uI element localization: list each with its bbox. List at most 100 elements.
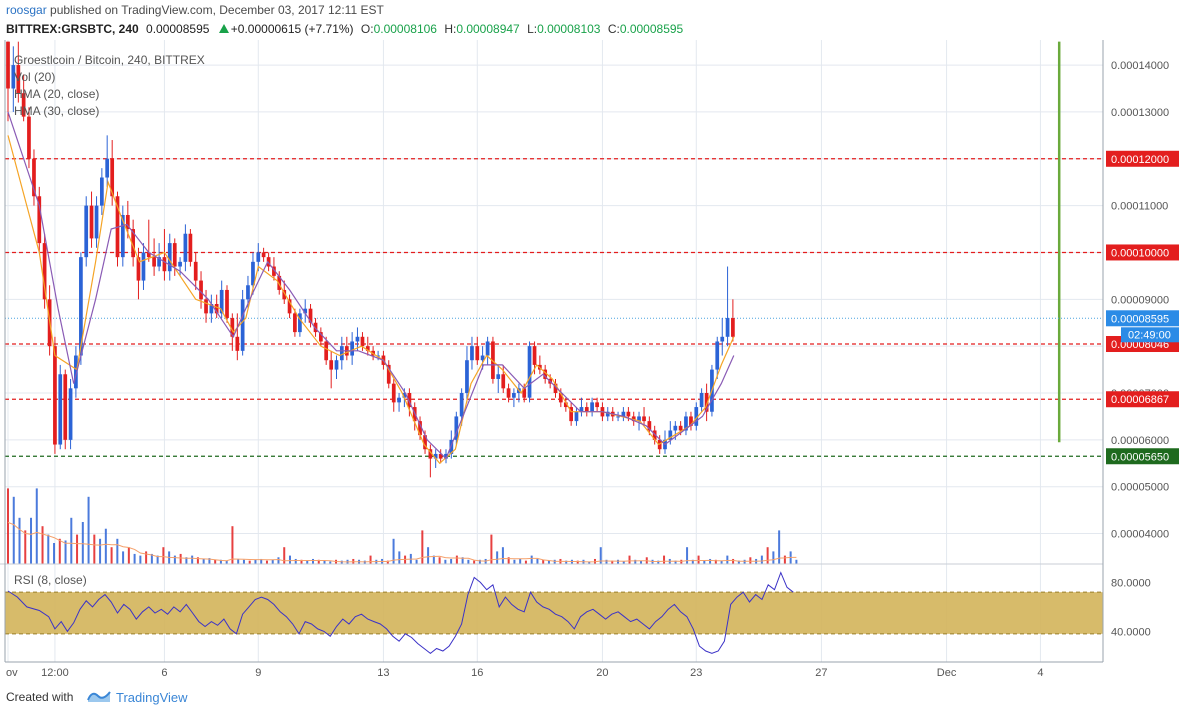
volume-bar	[427, 547, 430, 564]
volume-bar	[260, 558, 263, 564]
level-label-box	[1106, 448, 1179, 465]
volume-bar	[99, 538, 102, 564]
candle-body	[225, 289, 229, 319]
author-link[interactable]: roosgar	[6, 3, 47, 17]
legend-vol: Vol (20)	[14, 70, 56, 84]
volume-bar	[87, 496, 90, 564]
volume-bar	[265, 560, 268, 564]
volume-bar	[749, 557, 752, 564]
candle-body	[605, 411, 610, 417]
candle-body	[131, 229, 136, 258]
volume-bar	[450, 558, 453, 564]
volume-bar	[156, 555, 159, 564]
candle-body	[141, 252, 146, 281]
rsi-line	[7, 571, 794, 655]
level-label: 0.00006867	[1111, 394, 1169, 406]
volume-bar	[312, 558, 315, 564]
candle-body	[428, 449, 433, 459]
volume-bar	[283, 547, 286, 564]
candle-body	[689, 416, 693, 426]
y-tick-label: 0.00006000	[1111, 435, 1169, 447]
volume-bar	[565, 560, 568, 564]
candle-body	[334, 360, 339, 370]
candle-body	[209, 304, 214, 314]
volume-bar	[553, 559, 556, 564]
candle-body	[621, 411, 626, 417]
volume-bar	[306, 560, 309, 564]
volume-bar	[478, 559, 481, 564]
volume-bar	[611, 560, 614, 564]
volume-bar	[196, 557, 199, 564]
candle-body	[188, 233, 193, 262]
candle-body	[152, 257, 156, 267]
candle-body	[240, 299, 245, 351]
candle-body	[178, 261, 182, 267]
candle-body	[569, 407, 574, 422]
volume-bar	[208, 558, 211, 564]
candle-body	[162, 257, 167, 272]
volume-bar	[392, 538, 395, 564]
volume-bar	[185, 557, 188, 564]
candle-body	[89, 205, 94, 239]
volume-bar	[133, 553, 136, 564]
candle-body	[74, 355, 78, 389]
candle-body	[678, 425, 683, 431]
candle-body	[53, 346, 57, 445]
open-value: 0.00008106	[373, 22, 437, 36]
volume-bar	[317, 559, 320, 564]
volume-bar	[467, 559, 470, 564]
candle-body	[360, 336, 365, 347]
candle-body	[146, 252, 151, 258]
candle-body	[16, 65, 21, 94]
candles	[6, 41, 735, 478]
tradingview-brand[interactable]: TradingView	[116, 690, 188, 705]
volume-bar	[530, 555, 533, 564]
tradingview-logo-icon[interactable]	[86, 688, 112, 704]
candle-body	[652, 430, 657, 440]
y-tick-label: 0.00005000	[1111, 482, 1169, 494]
legend-hma30: HMA (30, close)	[14, 104, 100, 118]
volume-bar	[663, 555, 666, 564]
volume-bar	[783, 555, 786, 564]
candle-body	[459, 393, 464, 417]
volume-bar	[547, 560, 550, 564]
hma-line	[7, 111, 735, 460]
volume-ma-line	[7, 521, 797, 563]
candle-body	[110, 158, 115, 197]
candle-body	[199, 280, 203, 300]
low-value: 0.00008103	[537, 22, 601, 36]
price-chart[interactable]: ov 12:00 6 9 13 16 20 23 27 Dec 4 0.00014000 0.00013…	[0, 40, 1182, 680]
candle-body	[563, 402, 568, 408]
candle-body	[261, 252, 266, 258]
candle-body	[725, 318, 730, 337]
candle-body	[574, 411, 579, 422]
volume-bar	[686, 547, 689, 564]
volume-bar	[191, 555, 194, 564]
candle-body	[668, 430, 673, 440]
candle-body	[631, 416, 636, 422]
candle-body	[423, 435, 427, 450]
volume-bar	[473, 560, 476, 564]
volume-bar	[617, 559, 620, 564]
volume-bar	[714, 559, 717, 564]
candle-body	[230, 318, 235, 337]
volume-bar	[398, 551, 401, 564]
candle-body	[105, 158, 110, 178]
candle-body	[720, 336, 725, 342]
volume-bar	[76, 534, 79, 564]
volume-bar	[628, 555, 631, 564]
candle-body	[68, 388, 73, 440]
y-tick-label: 0.00014000	[1111, 60, 1169, 72]
symbol-label: BITTREX:GRSBTC, 240	[6, 22, 139, 36]
candle-body	[684, 416, 688, 431]
volume-bar	[737, 560, 740, 564]
volume-bar	[772, 551, 775, 564]
volume-bar	[179, 553, 182, 564]
candle-body	[120, 214, 125, 258]
volume-bar	[421, 530, 424, 564]
candle-body	[172, 243, 177, 267]
volume-bar	[461, 557, 464, 564]
candle-body	[183, 233, 188, 262]
volume-bar	[576, 560, 579, 564]
candle-body	[376, 355, 380, 357]
